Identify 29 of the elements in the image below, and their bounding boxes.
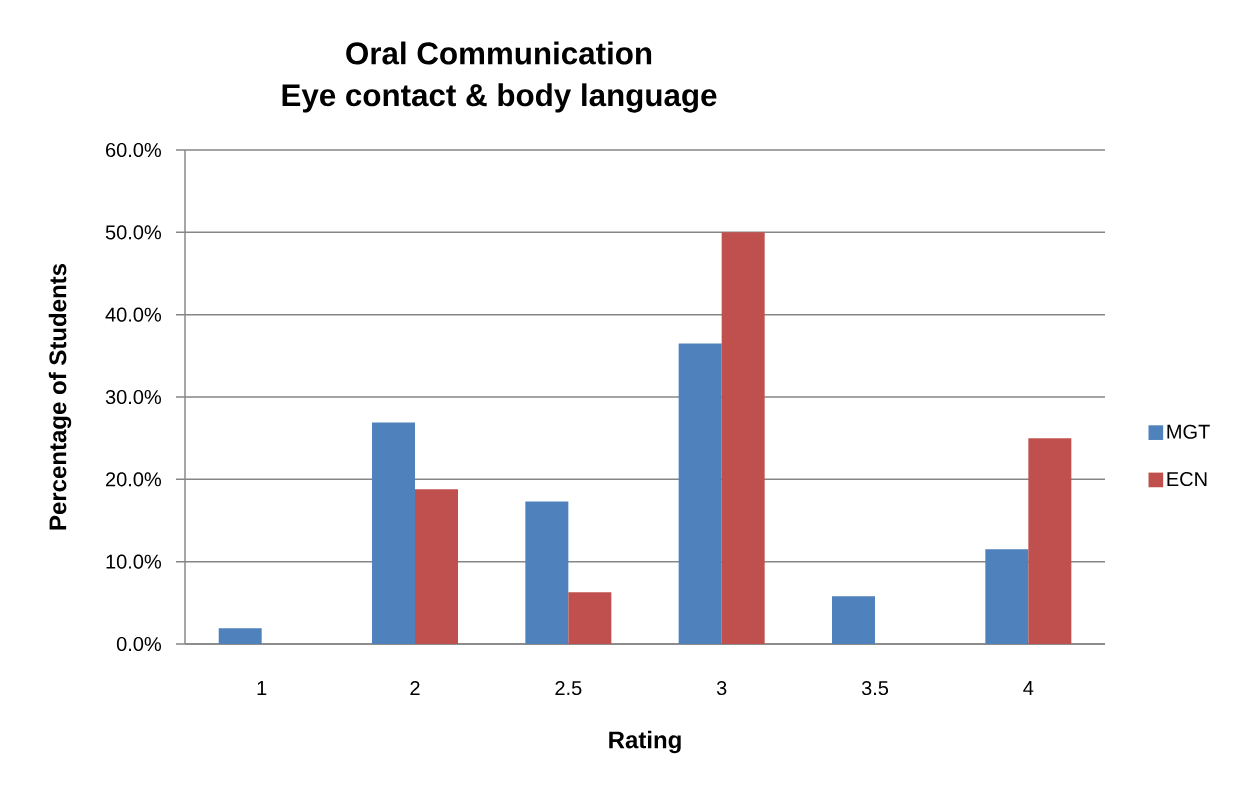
y-tick-label: 50.0% bbox=[105, 225, 162, 240]
x-tick-label: 3.5 bbox=[861, 680, 889, 696]
legend-label: ECN bbox=[1167, 471, 1207, 487]
x-tick-label: 1 bbox=[257, 681, 267, 695]
x-tick-label: 2.5 bbox=[555, 680, 582, 696]
bar bbox=[525, 501, 569, 644]
x-tick-label: 2 bbox=[410, 681, 420, 695]
y-tick-label: 30.0% bbox=[105, 389, 162, 405]
y-tick-label: 10.0% bbox=[106, 554, 162, 569]
x-axis-title: Rating bbox=[609, 730, 681, 754]
bar bbox=[832, 596, 875, 644]
bar bbox=[678, 343, 722, 644]
bar bbox=[568, 592, 612, 644]
y-axis-title: Percentage of Students bbox=[48, 263, 72, 530]
legend-label: MGT bbox=[1167, 424, 1210, 439]
y-tick-label: 0.0% bbox=[116, 636, 162, 652]
bar bbox=[218, 628, 262, 644]
bar bbox=[721, 232, 765, 644]
chart-subtitle: Eye contact & body language bbox=[282, 83, 717, 113]
y-tick-label: 60.0% bbox=[106, 142, 162, 158]
bar bbox=[372, 422, 416, 644]
bar bbox=[415, 489, 458, 644]
y-tick-label: 20.0% bbox=[106, 472, 162, 487]
y-tick-label: 40.0% bbox=[105, 307, 162, 322]
x-tick-label: 3 bbox=[716, 680, 727, 696]
bar bbox=[985, 549, 1029, 644]
x-tick-label: 4 bbox=[1023, 681, 1034, 695]
chart-title: Oral Communication bbox=[346, 41, 652, 65]
bar bbox=[1028, 438, 1072, 644]
